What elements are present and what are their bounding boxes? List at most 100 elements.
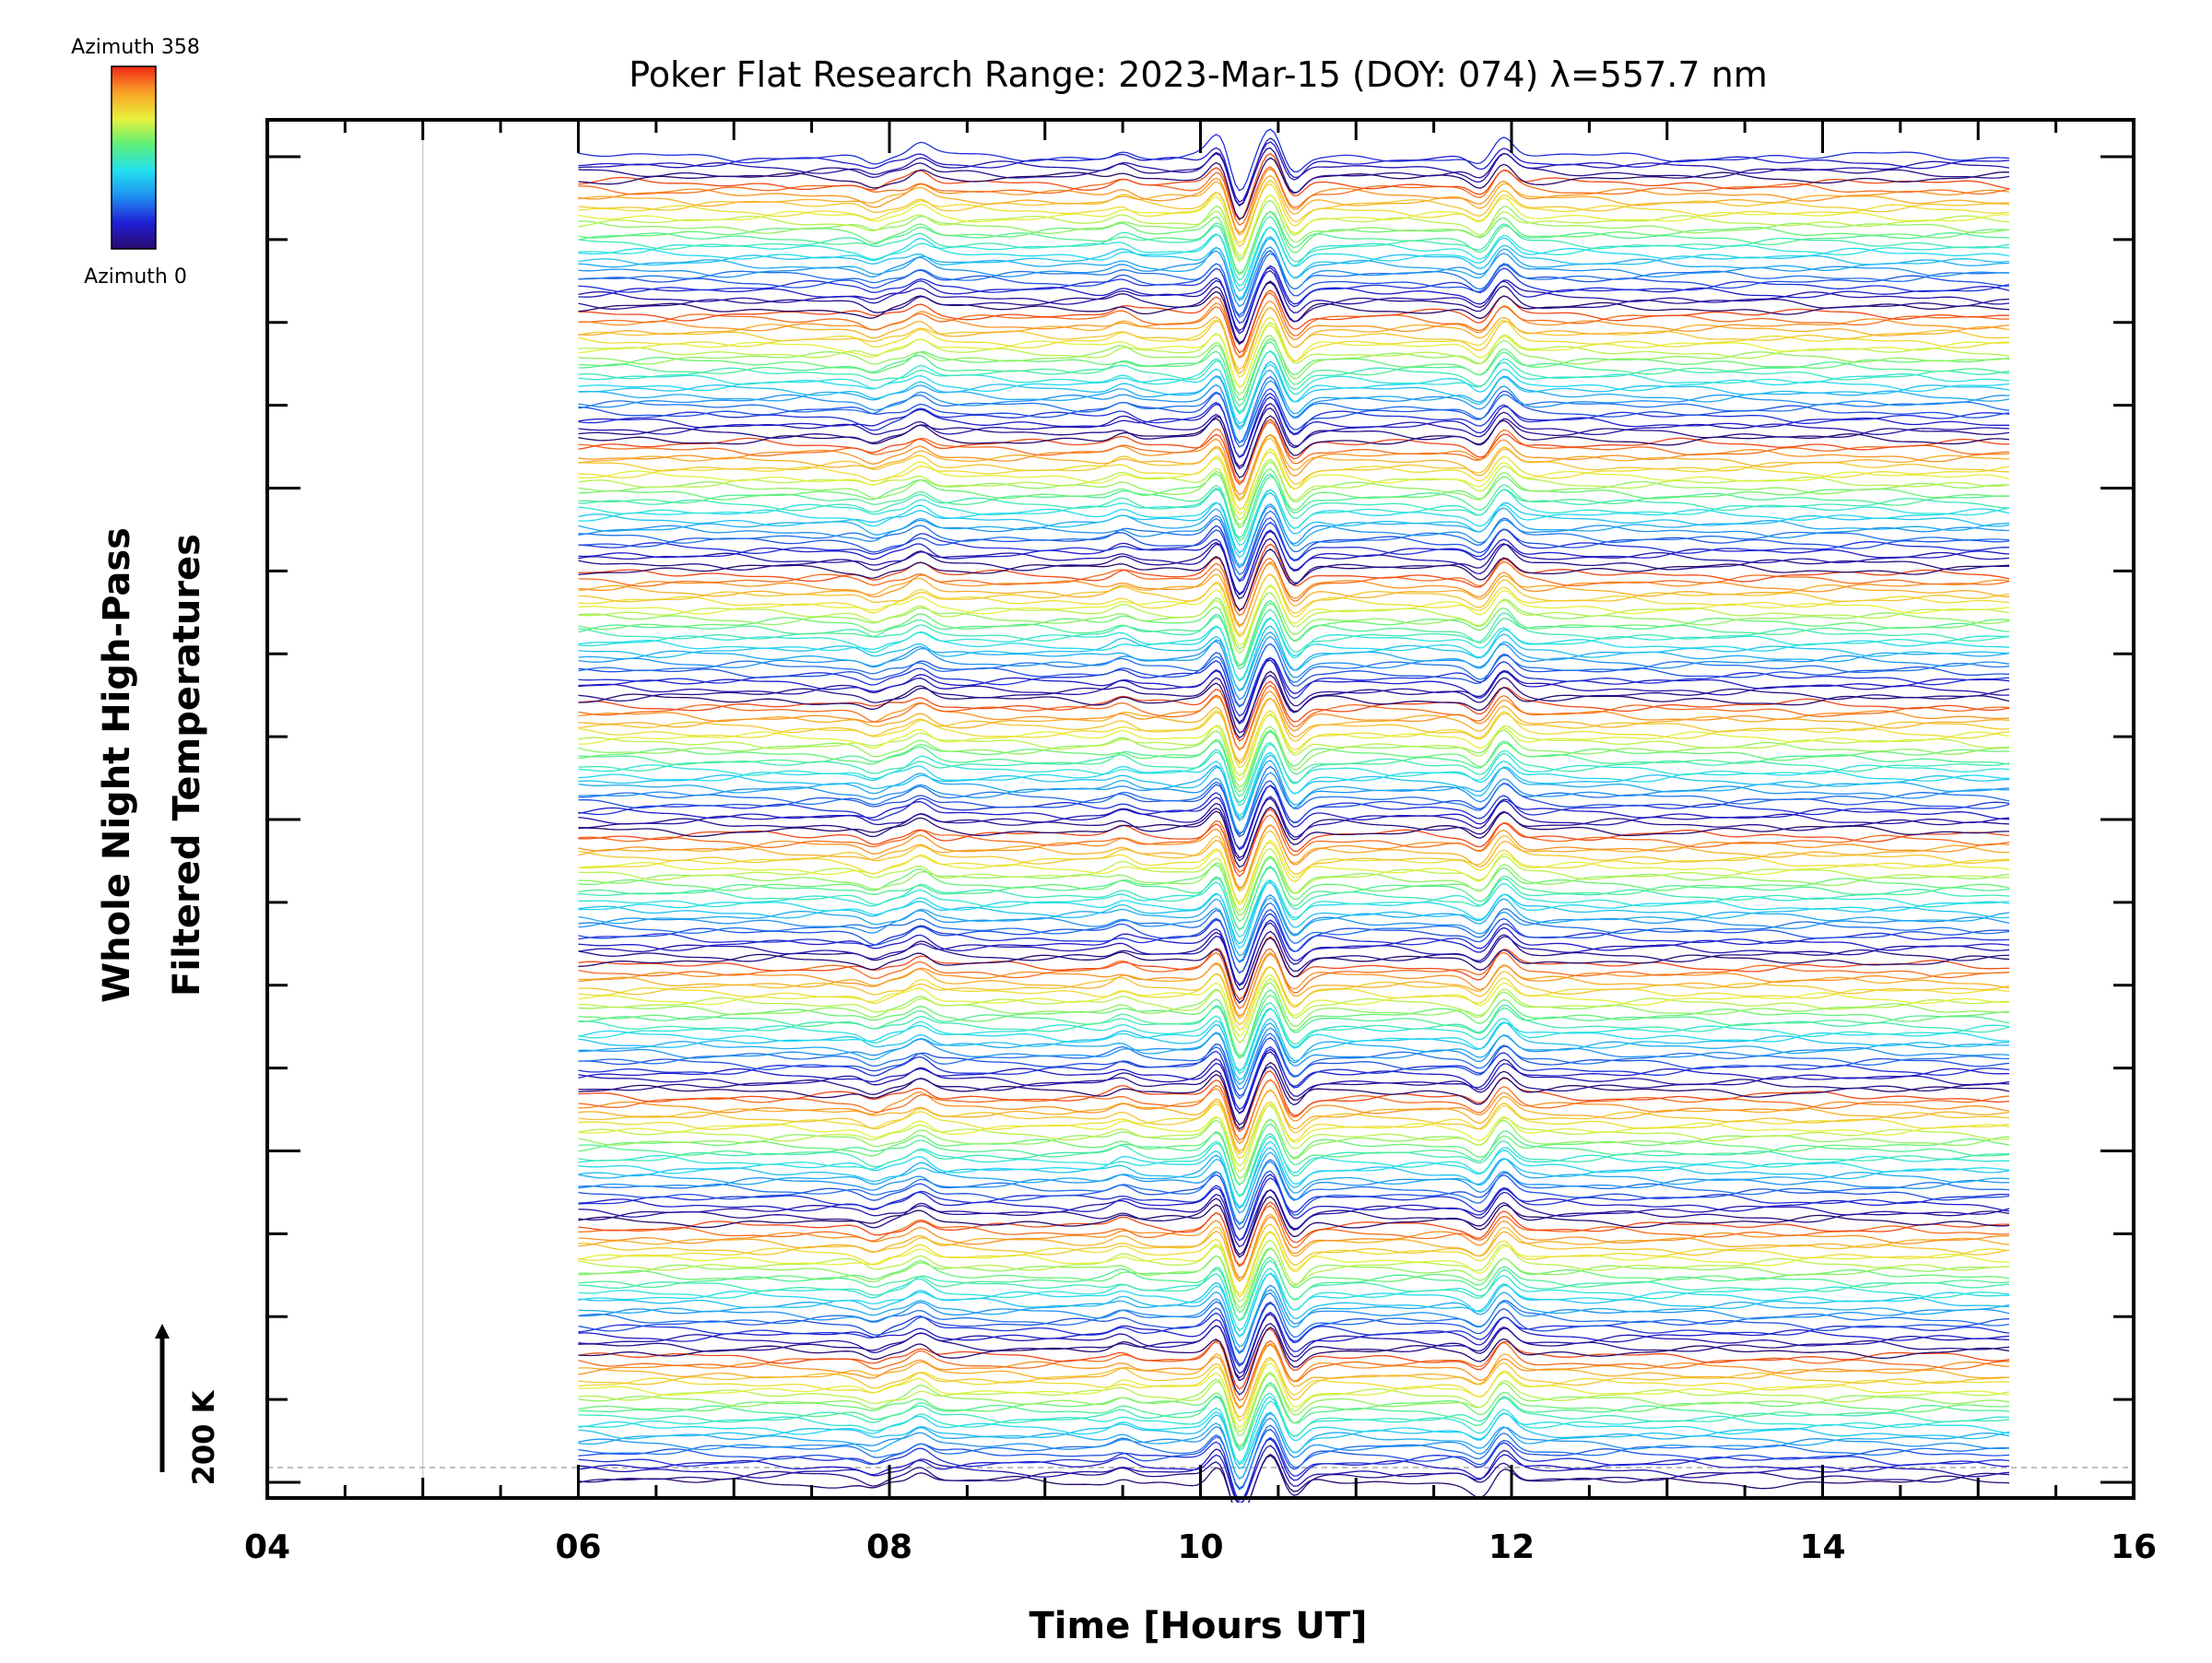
trace-line [578, 965, 2010, 1026]
trace-line [578, 1051, 2010, 1115]
trace-line [578, 396, 2009, 459]
colorbar-bottom-label: Azimuth 0 [84, 265, 187, 289]
trace-line [578, 1291, 2010, 1353]
axes-layer [265, 118, 2136, 1500]
trace-line [578, 1445, 2010, 1503]
trace-line [578, 1174, 2010, 1242]
trace-line [578, 847, 2010, 912]
trace-line [578, 881, 2010, 945]
x-tick-label: 06 [555, 1528, 601, 1566]
trace-line [578, 510, 2010, 576]
trace-line [578, 937, 2010, 1004]
trace-line [578, 375, 2010, 444]
traces-layer [578, 128, 2010, 1503]
trace-line [578, 226, 2010, 288]
trace-line [578, 592, 2010, 650]
trace-line [578, 879, 2010, 938]
x-tick-label: 04 [244, 1528, 290, 1566]
trace-line [578, 806, 2009, 868]
trace-line [578, 1322, 2010, 1382]
trace-line [578, 1027, 2010, 1091]
trace-line [578, 415, 2010, 478]
trace-line [578, 419, 2010, 486]
trace-line [578, 1272, 2010, 1338]
trace-line [578, 1061, 2010, 1130]
trace-line [578, 977, 2009, 1044]
trace-line [578, 1313, 2010, 1379]
trace-line [578, 656, 2010, 717]
trace-line [578, 451, 2010, 511]
trace-line [578, 266, 2010, 324]
trace-line [578, 337, 2010, 401]
trace-line [578, 690, 2010, 751]
trace-line [578, 1436, 2010, 1502]
trace-line [578, 824, 2009, 890]
trace-line [578, 618, 2010, 682]
trace-line [578, 814, 2010, 873]
trace-line [578, 730, 2010, 797]
trace-line [578, 1101, 2010, 1160]
trace-line [578, 1216, 2010, 1280]
x-tick-labels: 04 06 08 10 12 14 16 [244, 1528, 2157, 1566]
trace-line [578, 780, 2010, 838]
trace-line [578, 760, 2009, 821]
trace-line [578, 1079, 2010, 1141]
trace-line [578, 489, 2010, 547]
trace-line [578, 1268, 2010, 1332]
trace-line [578, 765, 2010, 836]
trace-line [578, 387, 2010, 448]
trace-line [578, 573, 2010, 636]
trace-line [578, 166, 2010, 226]
trace-line [578, 1189, 2010, 1248]
trace-line [578, 608, 2010, 670]
trace-line [578, 210, 2010, 276]
trace-line [578, 433, 2010, 501]
trace-line [578, 280, 2010, 344]
x-tick-label: 12 [1488, 1528, 1535, 1566]
trace-line [578, 714, 2010, 777]
trace-line [578, 1301, 2010, 1367]
trace-line [578, 797, 2010, 862]
trace-line [578, 643, 2010, 708]
trace-line [578, 808, 2010, 878]
trace-line [578, 1289, 2010, 1348]
trace-line [578, 656, 2010, 725]
trace-line [578, 475, 2010, 542]
trace-line [578, 1069, 2010, 1133]
trace-line [578, 830, 2010, 892]
y-axis-title-line2: Filtered Temperatures [166, 534, 208, 997]
trace-line [578, 989, 2010, 1059]
trace-line [578, 152, 2010, 221]
trace-line [578, 936, 2009, 1000]
trace-line [578, 1362, 2010, 1429]
trace-line [578, 434, 2010, 496]
trace-line [578, 725, 2010, 788]
scale-arrow-head [155, 1324, 170, 1339]
trace-line [578, 402, 2010, 470]
trace-line [578, 1048, 2010, 1115]
trace-line [578, 1424, 2010, 1491]
trace-line [578, 473, 2009, 539]
trace-line [578, 856, 2010, 923]
trace-line [578, 174, 2010, 236]
trace-line [578, 505, 2010, 569]
trace-line [578, 1090, 2010, 1152]
trace-line [578, 137, 2010, 206]
trace-line [578, 1213, 2010, 1282]
trace-line [578, 1327, 2010, 1390]
trace-line [578, 530, 2010, 595]
trace-line [578, 1247, 2010, 1314]
trace-line [578, 300, 2010, 359]
trace-line [578, 784, 2010, 850]
trace-line [578, 867, 2010, 930]
trace-line [578, 199, 2010, 260]
trace-line [578, 729, 2010, 793]
trace-line [578, 1066, 2010, 1126]
trace-line [578, 635, 2010, 701]
trace-line [578, 321, 2010, 389]
trace-line [578, 680, 2010, 742]
x-tick-label: 10 [1177, 1528, 1223, 1566]
trace-line [578, 157, 2010, 220]
trace-line [578, 948, 2010, 1009]
